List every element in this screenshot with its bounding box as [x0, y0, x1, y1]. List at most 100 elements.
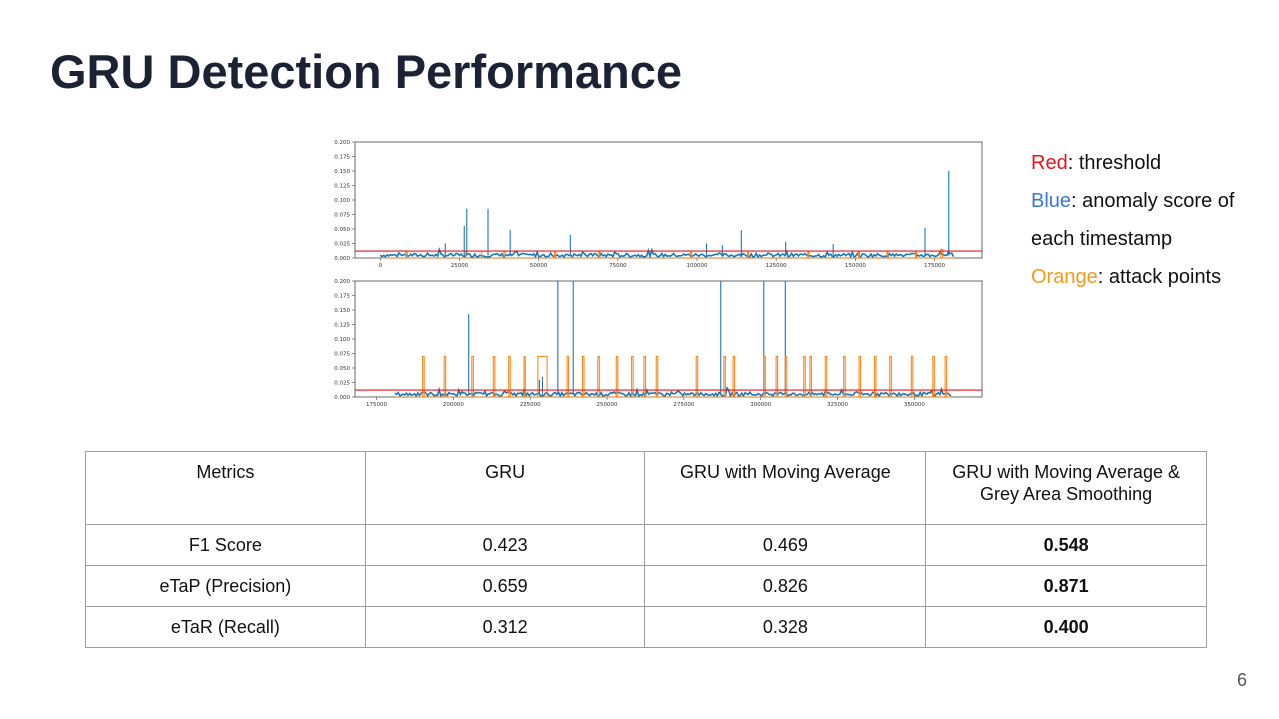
- x-tick-label: 75000: [609, 263, 627, 269]
- y-tick-label: 0.125: [334, 184, 350, 190]
- anomaly-score-line: [379, 247, 955, 260]
- chart-legend: Red: threshold Blue: anomaly score of ea…: [1031, 144, 1271, 296]
- y-tick-label: 0.200: [334, 140, 350, 146]
- attack-point: [932, 355, 935, 397]
- attack-point: [873, 355, 877, 397]
- metric-value: 0.312: [364, 606, 646, 648]
- x-tick-label: 25000: [451, 263, 469, 269]
- attack-point: [508, 355, 511, 397]
- legend-threshold: Red: threshold: [1031, 152, 1162, 174]
- attack-point: [775, 355, 779, 397]
- x-tick-label: 125000: [766, 263, 787, 269]
- page-number: 6: [1236, 670, 1247, 690]
- attack-point: [763, 355, 766, 397]
- attack-point: [940, 248, 944, 258]
- attack-point: [910, 355, 914, 397]
- x-tick-label: 175000: [366, 402, 387, 408]
- y-tick-label: 0.150: [334, 169, 350, 175]
- attack-point: [803, 355, 806, 397]
- attack-point: [597, 355, 600, 397]
- attack-point: [944, 355, 948, 397]
- attack-point: [405, 251, 408, 258]
- attack-point: [581, 355, 585, 397]
- attack-point: [784, 355, 788, 397]
- metric-value: 0.328: [644, 606, 927, 648]
- anomaly-score-charts: 0.000 0.025 0.050 0.075 0.100 0.125 0.150 0.175…: [334, 140, 983, 408]
- legend-anomaly-score-cont: each timestamp: [1031, 228, 1173, 250]
- y-tick-label: 0.025: [334, 242, 350, 248]
- attack-point: [492, 355, 496, 397]
- legend-attack-points: Orange: attack points: [1031, 266, 1222, 288]
- attack-point: [889, 355, 892, 397]
- plot-frame: [354, 141, 983, 259]
- attack-point: [631, 355, 634, 397]
- attack-point: [690, 251, 693, 258]
- legend-anomaly-score: Blue: anomaly score of: [1031, 190, 1235, 212]
- attack-point: [843, 355, 846, 397]
- attack-point: [643, 355, 646, 397]
- y-tick-label: 0.175: [334, 155, 350, 161]
- anomaly-score-line: [394, 386, 952, 399]
- y-tick-label: 0.000: [334, 395, 350, 401]
- attack-point: [807, 250, 810, 258]
- metric-value-best: 0.400: [925, 606, 1207, 648]
- table-row: F1 Score 0.423 0.469 0.548: [85, 524, 1207, 566]
- metric-value-best: 0.871: [925, 565, 1207, 607]
- metric-value: 0.469: [644, 524, 927, 566]
- metric-label: F1 Score: [85, 524, 366, 566]
- x-tick-label: 100000: [687, 263, 708, 269]
- chart-area: 0.000 0.025 0.050 0.075 0.100 0.125 0.150 0.175…: [300, 134, 990, 412]
- metric-label: eTaR (Recall): [85, 606, 366, 648]
- y-tick-label: 0.075: [334, 213, 350, 219]
- y-tick-label: 0.050: [334, 366, 350, 372]
- slide-title: GRU Detection Performance: [50, 45, 683, 98]
- attack-point: [598, 250, 601, 258]
- metric-value: 0.826: [644, 565, 927, 607]
- metric-value: 0.423: [364, 524, 646, 566]
- y-tick-label: 0.000: [334, 256, 350, 262]
- y-tick-label: 0.100: [334, 337, 350, 343]
- metric-value-best: 0.548: [925, 524, 1207, 566]
- attack-point: [523, 355, 526, 397]
- attack-point: [554, 251, 557, 258]
- table-row: eTaR (Recall) 0.312 0.328 0.400: [85, 606, 1207, 648]
- header-gru-moving-average: GRU with Moving Average: [644, 451, 927, 525]
- attack-point: [915, 250, 917, 258]
- y-tick-label: 0.100: [334, 198, 350, 204]
- table-row: eTaP (Precision) 0.659 0.826 0.871: [85, 565, 1207, 607]
- x-tick-label: 325000: [827, 402, 848, 408]
- metrics-table: Metrics GRU GRU with Moving Average GRU …: [85, 451, 1207, 648]
- y-tick-label: 0.150: [334, 308, 350, 314]
- attack-point: [858, 355, 862, 397]
- x-tick-label: 200000: [443, 402, 464, 408]
- x-tick-label: 350000: [904, 402, 925, 408]
- metric-value: 0.659: [364, 565, 646, 607]
- table-header-row: Metrics GRU GRU with Moving Average GRU …: [85, 451, 1207, 525]
- metric-label: eTaP (Precision): [85, 565, 366, 607]
- y-tick-label: 0.175: [334, 294, 350, 300]
- attack-point: [695, 355, 699, 397]
- attack-point: [747, 251, 750, 258]
- attack-point: [615, 355, 619, 397]
- x-tick-label: 300000: [750, 402, 771, 408]
- x-tick-label: 175000: [924, 263, 945, 269]
- attack-point: [858, 250, 860, 258]
- x-tick-label: 50000: [530, 263, 548, 269]
- attack-point: [886, 251, 889, 258]
- attack-point: [422, 355, 425, 397]
- attack-point: [443, 355, 447, 397]
- attack-point: [537, 355, 548, 397]
- header-gru: GRU: [364, 451, 646, 525]
- x-tick-label: 275000: [673, 402, 694, 408]
- attack-point: [655, 355, 659, 397]
- y-tick-label: 0.200: [334, 279, 350, 285]
- y-tick-label: 0.125: [334, 323, 350, 329]
- attack-point: [732, 355, 736, 397]
- attack-point: [824, 355, 828, 397]
- attack-point: [809, 355, 812, 397]
- y-tick-label: 0.050: [334, 227, 350, 233]
- header-gru-grey-area-smoothing: GRU with Moving Average & Grey Area Smoo…: [925, 451, 1207, 525]
- x-tick-label: 150000: [845, 263, 866, 269]
- y-tick-label: 0.025: [334, 381, 350, 387]
- header-metrics: Metrics: [85, 451, 366, 525]
